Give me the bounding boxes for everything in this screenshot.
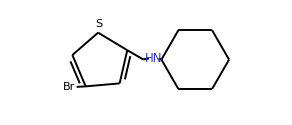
Text: Br: Br: [63, 82, 75, 92]
Text: S: S: [95, 19, 102, 29]
Text: HN: HN: [145, 52, 163, 65]
